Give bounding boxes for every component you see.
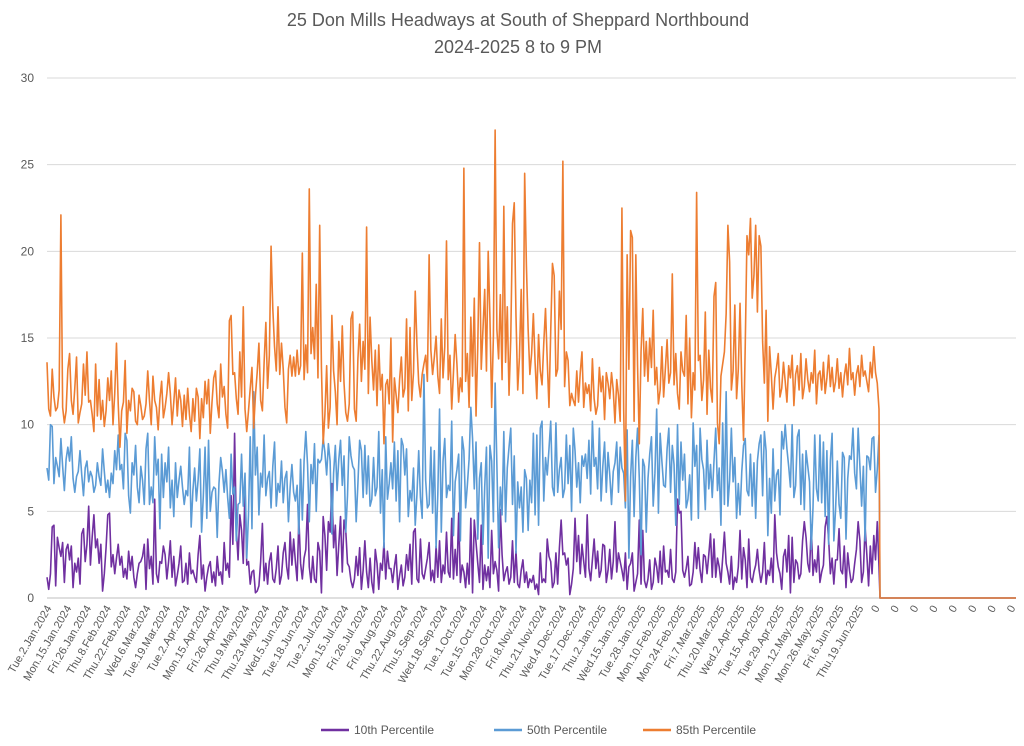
series-lines [46, 129, 1016, 599]
gridlines [47, 77, 1016, 599]
y-axis-ticks: 0 5 10 15 20 25 30 [21, 71, 35, 605]
y-tick-label: 15 [21, 331, 35, 345]
chart-title: 25 Don Mills Headways at South of Sheppa… [287, 10, 749, 30]
x-tick-label: 0 [889, 604, 902, 615]
series-line-2 [46, 373, 1016, 599]
x-tick-label: 0 [966, 604, 979, 615]
x-tick-label: 0 [869, 604, 882, 615]
legend-label: 85th Percentile [676, 723, 756, 737]
x-tick-label: 0 [986, 604, 999, 615]
y-tick-label: 0 [27, 591, 34, 605]
legend: 10th Percentile 50th Percentile 85th Perce… [321, 723, 756, 737]
y-tick-label: 20 [21, 244, 35, 258]
x-tick-label: 0 [1005, 604, 1018, 615]
y-tick-label: 25 [21, 158, 35, 172]
chart-subtitle: 2024-2025 8 to 9 PM [434, 37, 602, 57]
series-line-1 [46, 432, 1016, 599]
x-tick-label: 0 [908, 604, 921, 615]
legend-label: 50th Percentile [527, 723, 607, 737]
x-axis-ticks: Tue.2.Jan.2024Mon.15.Jan.2024Fri.26.Jan.… [6, 604, 1018, 686]
x-tick-label: 0 [927, 604, 940, 615]
series-line-3 [46, 129, 1016, 599]
y-tick-label: 30 [21, 71, 35, 85]
y-tick-label: 10 [21, 418, 35, 432]
legend-label: 10th Percentile [354, 723, 434, 737]
x-tick-label: 0 [947, 604, 960, 615]
y-tick-label: 5 [27, 504, 34, 518]
